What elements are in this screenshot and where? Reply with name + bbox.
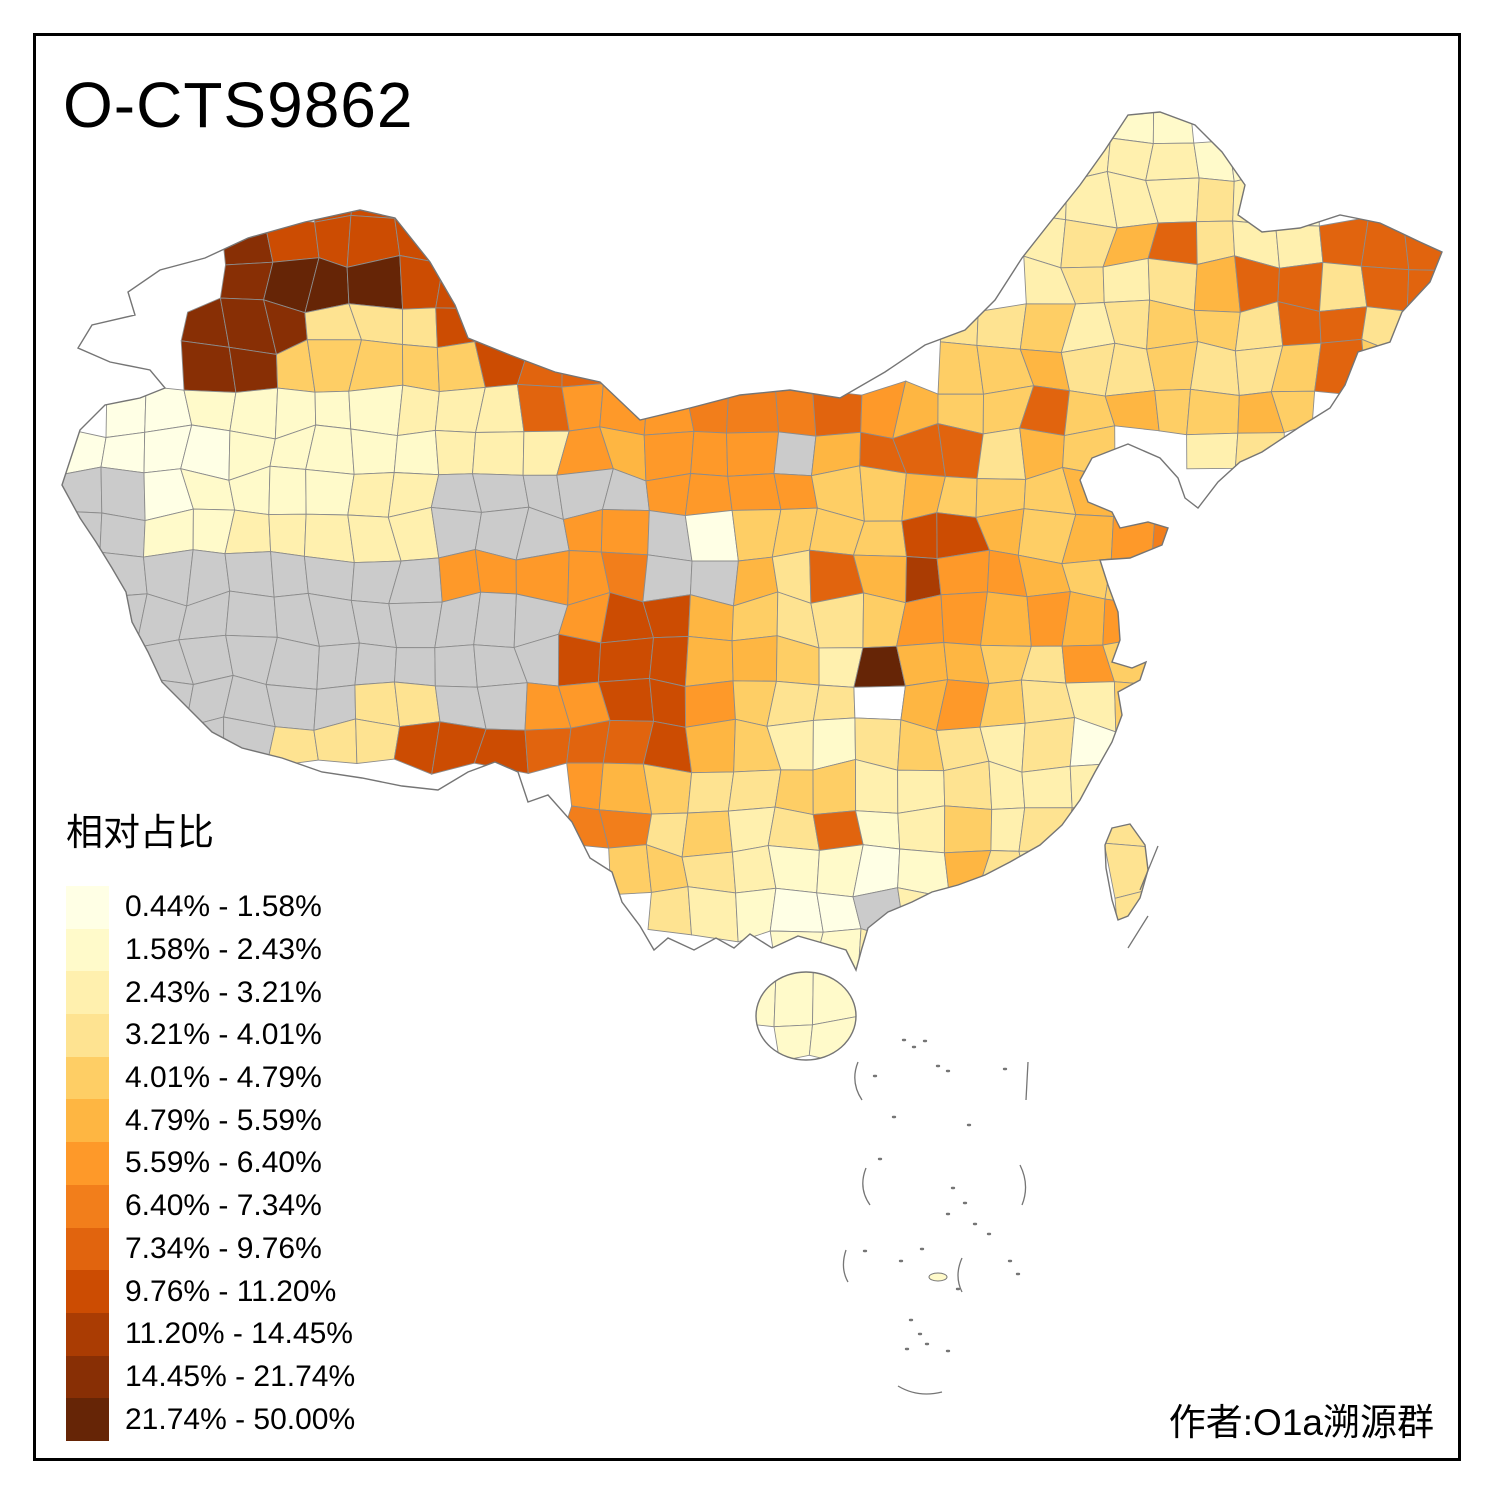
legend-swatch: [66, 1056, 109, 1100]
legend-row: 5.59% - 6.40%: [66, 1142, 355, 1185]
attribution: 作者:O1a溯源群: [1168, 1402, 1434, 1443]
legend-label: 2.43% - 3.21%: [125, 975, 322, 1009]
legend-row: 2.43% - 3.21%: [66, 971, 355, 1015]
legend-swatch: [66, 1270, 109, 1313]
hainan-outline: [755, 971, 857, 1061]
mainland-outline: [61, 111, 1443, 972]
legend-swatch: [66, 1398, 109, 1441]
legend-label: 1.58% - 2.43%: [125, 933, 322, 967]
legend-swatch: [66, 928, 109, 972]
legend-swatch: [66, 886, 109, 929]
country-outlines: [61, 111, 1443, 1061]
legend: 相对占比 0.44% - 1.58% 1.58% - 2.43% 2.43% - 3…: [66, 802, 355, 1441]
scs-islets-dots: [862, 1038, 1021, 1353]
plot-frame: [33, 33, 1461, 1461]
legend-swatch: [66, 1227, 109, 1271]
legend-swatch: [66, 1014, 109, 1057]
legend-label: 6.40% - 7.34%: [125, 1189, 322, 1223]
legend-row: 21.74% - 50.00%: [66, 1398, 355, 1441]
taiwan-outline: [1104, 823, 1149, 921]
legend-swatch: [66, 1099, 109, 1143]
legend-swatch: [66, 1312, 109, 1356]
legend-swatch: [66, 1184, 109, 1228]
legend-label: 5.59% - 6.40%: [125, 1146, 322, 1180]
legend-row: 7.34% - 9.76%: [66, 1227, 355, 1271]
legend-label: 7.34% - 9.76%: [125, 1231, 322, 1265]
legend-swatch: [66, 1142, 109, 1185]
legend-row: 9.76% - 11.20%: [66, 1270, 355, 1313]
south-china-sea-features: [842, 845, 1159, 1395]
legend-label: 4.79% - 5.59%: [125, 1103, 322, 1137]
legend-label: 21.74% - 50.00%: [125, 1402, 356, 1436]
legend-label: 3.21% - 4.01%: [125, 1018, 322, 1052]
legend-swatch: [66, 971, 109, 1015]
legend-label: 11.20% - 14.45%: [125, 1317, 353, 1351]
legend-row: 14.45% - 21.74%: [66, 1355, 356, 1399]
legend-row: 4.79% - 5.59%: [66, 1099, 355, 1143]
legend-swatch: [66, 1355, 109, 1399]
legend-row: 0.44% - 1.58%: [66, 886, 355, 929]
legend-label: 14.45% - 21.74%: [125, 1359, 356, 1393]
legend-label: 4.01% - 4.79%: [125, 1061, 322, 1095]
legend-row: 1.58% - 2.43%: [66, 928, 355, 972]
legend-row: 11.20% - 14.45%: [66, 1312, 355, 1356]
scs-boundary-lines: [842, 845, 1159, 1395]
legend-row: 3.21% - 4.01%: [66, 1014, 355, 1057]
legend-row: 4.01% - 4.79%: [66, 1056, 355, 1100]
legend-row: 6.40% - 7.34%: [66, 1184, 355, 1228]
sansha-islet: [928, 1272, 948, 1282]
legend-label: 9.76% - 11.20%: [125, 1274, 337, 1308]
legend-rows: 0.44% - 1.58% 1.58% - 2.43% 2.43% - 3.21% 3…: [66, 886, 355, 1441]
map-title: O-CTS9862: [63, 69, 414, 141]
legend-label: 0.44% - 1.58%: [125, 890, 322, 924]
legend-title: 相对占比: [66, 812, 214, 853]
